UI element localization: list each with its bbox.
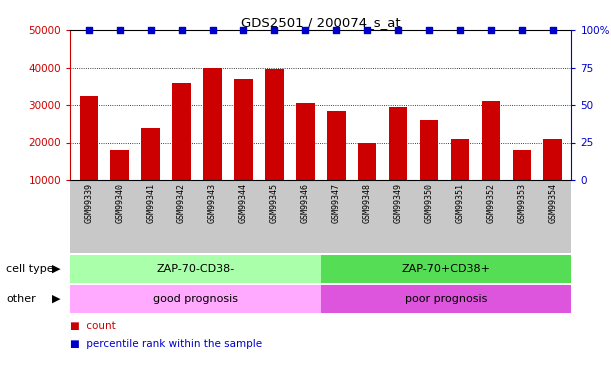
Text: ZAP-70+CD38+: ZAP-70+CD38+ [401,264,491,274]
Bar [358,142,376,218]
Point [208,27,218,33]
Bar [141,128,160,218]
Bar [70,255,321,283]
Bar [203,68,222,218]
Point [548,27,558,33]
Bar [327,111,345,218]
Point [84,27,93,33]
Text: cell type: cell type [6,264,54,274]
Point [177,27,186,33]
Bar [543,139,562,218]
Bar [172,82,191,218]
Text: good prognosis: good prognosis [153,294,238,304]
Text: ■  count: ■ count [70,321,116,331]
Bar [321,285,571,313]
Title: GDS2501 / 200074_s_at: GDS2501 / 200074_s_at [241,16,401,29]
Point [486,27,496,33]
Point [424,27,434,33]
Text: ZAP-70-CD38-: ZAP-70-CD38- [156,264,235,274]
Bar [321,255,571,283]
Text: other: other [6,294,36,304]
Point [517,27,527,33]
Bar [420,120,438,218]
Point [269,27,279,33]
Bar [265,69,284,218]
Bar [70,285,321,313]
Text: poor prognosis: poor prognosis [405,294,487,304]
Point [146,27,156,33]
Point [331,27,341,33]
Bar [451,139,469,218]
Point [301,27,310,33]
Bar [79,96,98,218]
Point [455,27,465,33]
Point [238,27,248,33]
Text: ▶: ▶ [52,294,60,304]
Bar [296,103,315,218]
Bar [234,79,253,218]
Point [115,27,125,33]
Bar [111,150,129,217]
Bar [513,150,531,217]
Text: ▶: ▶ [52,264,60,274]
Point [362,27,372,33]
Point [393,27,403,33]
Text: ■  percentile rank within the sample: ■ percentile rank within the sample [70,339,262,350]
Bar [389,107,408,218]
Bar [481,101,500,217]
